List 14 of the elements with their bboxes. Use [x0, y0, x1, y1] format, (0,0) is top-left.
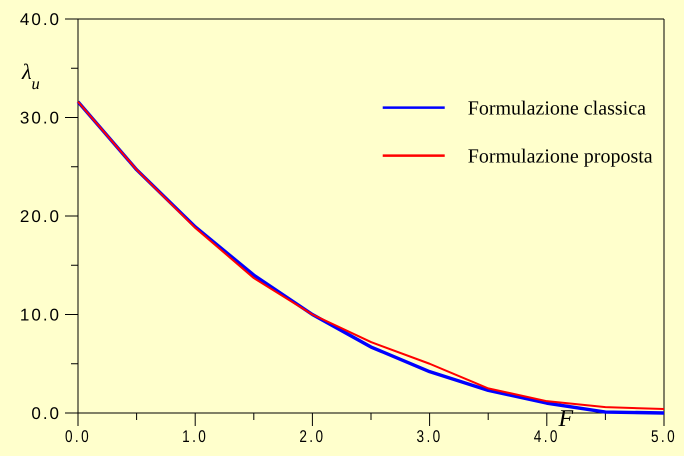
y-axis-title: λ$_{u}$ — [21, 59, 40, 92]
y-tick-label: 40.0 — [20, 10, 61, 29]
y-tick-label: 30.0 — [20, 108, 61, 128]
x-tick-label: 3.0 — [416, 428, 443, 446]
y-tick-label: 20.0 — [20, 207, 61, 226]
legend-label: Formulazione classica — [468, 98, 646, 120]
y-tick-label: 0.0 — [31, 404, 61, 423]
x-tick-label: 1.0 — [182, 428, 208, 446]
x-tick-label: 4.0 — [534, 428, 560, 446]
x-tick-label: 2.0 — [299, 428, 326, 446]
x-tick-label: 5.0 — [650, 428, 678, 446]
legend-label: Formulazione proposta — [468, 146, 653, 168]
x-tick-label: 0.0 — [64, 428, 92, 446]
y-tick-label: 10.0 — [20, 306, 61, 324]
